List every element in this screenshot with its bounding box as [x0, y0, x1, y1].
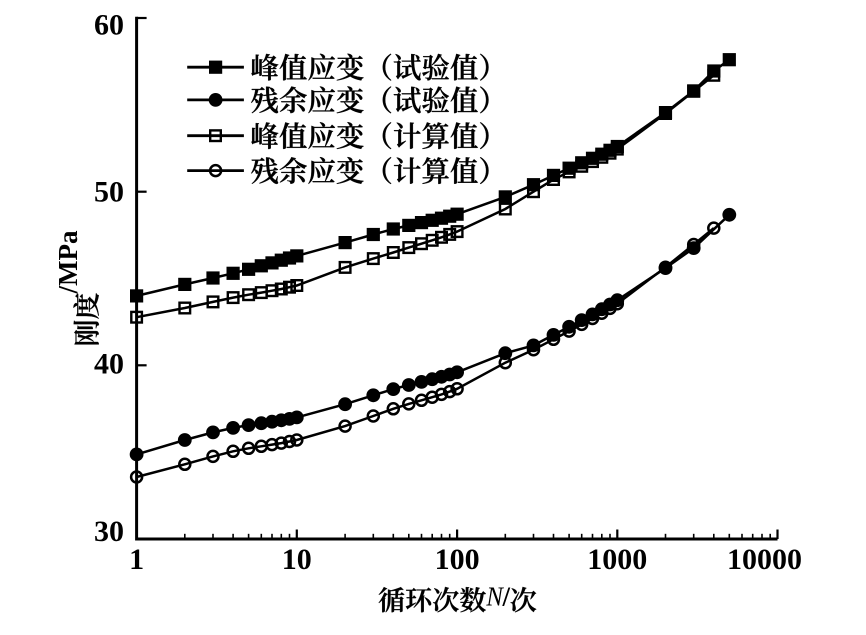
- svg-text:/MPa: /MPa: [53, 230, 83, 294]
- svg-text:/: /: [502, 582, 511, 612]
- svg-text:1000: 1000: [587, 543, 647, 576]
- svg-text:30: 30: [94, 515, 124, 548]
- svg-text:1: 1: [129, 543, 144, 576]
- svg-text:40: 40: [94, 348, 124, 381]
- svg-text:N: N: [486, 581, 505, 612]
- svg-text:60: 60: [94, 8, 124, 41]
- svg-text:50: 50: [94, 176, 124, 209]
- svg-text:10000: 10000: [727, 543, 802, 576]
- svg-text:100: 100: [435, 543, 480, 576]
- svg-text:10: 10: [282, 543, 312, 576]
